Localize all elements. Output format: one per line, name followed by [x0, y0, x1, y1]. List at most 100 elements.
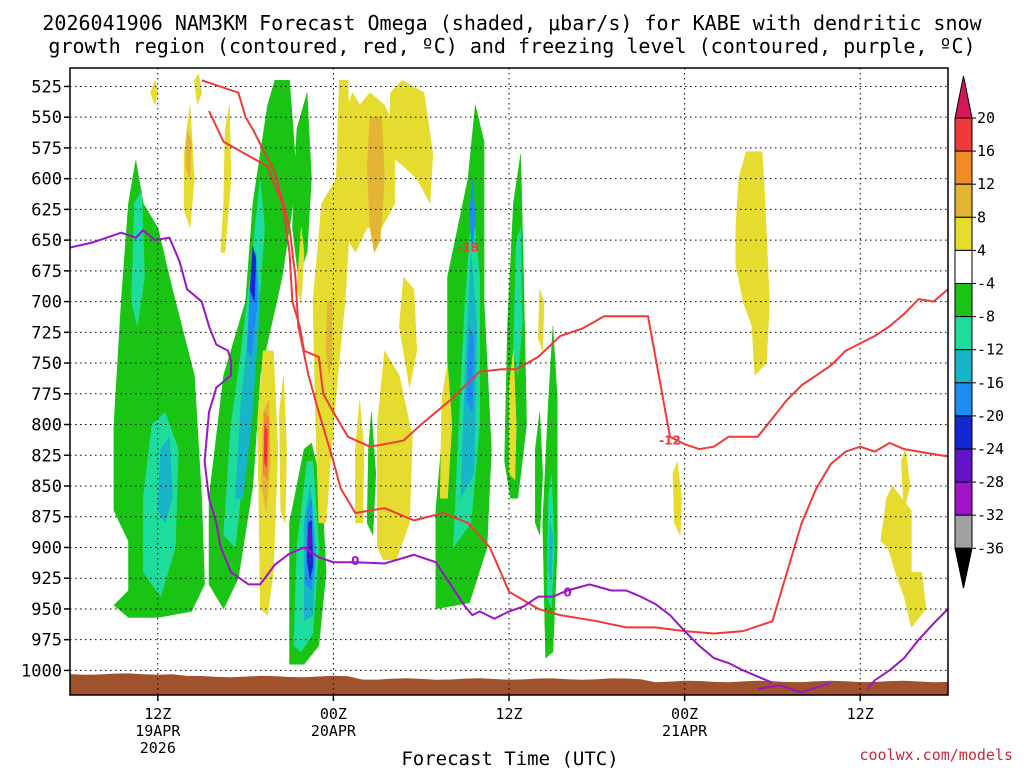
freezing-contour-label-0: 0	[351, 554, 359, 568]
colorbar-segment-2	[954, 183, 973, 218]
y-tick-label-775: 775	[31, 385, 62, 405]
omega-region-6-13	[439, 363, 453, 499]
omega-region-2-0	[157, 436, 173, 524]
colorbar-segment-6	[954, 316, 973, 351]
x-tick-label-18-2: 20APR	[311, 722, 357, 740]
freezing-contour-line-0	[70, 228, 773, 684]
colorbar-bottom-arrow	[954, 547, 973, 589]
x-tick-label-30-1: 12Z	[495, 705, 522, 723]
x-tick-label-6-2: 19APR	[135, 722, 181, 740]
omega-region-0-4	[366, 412, 377, 536]
omega-region-6-16	[735, 151, 770, 376]
colorbar-label-10: -24	[977, 440, 1004, 458]
x-tick-label-42-1: 00Z	[671, 705, 698, 723]
y-tick-label-575: 575	[31, 139, 62, 159]
y-tick-label-800: 800	[31, 416, 62, 436]
omega-region-6-2	[194, 73, 202, 105]
y-tick-label-650: 650	[31, 231, 62, 251]
colorbar-segment-9	[954, 415, 973, 450]
plot-area: -18-12 00	[69, 67, 949, 696]
omega-region-6-9	[388, 79, 434, 205]
colorbar-label-3: 8	[977, 208, 986, 226]
colorbar-segment-5	[954, 283, 973, 318]
omega-region-6-15	[538, 289, 545, 351]
y-tick-label-600: 600	[31, 170, 62, 190]
dendritic-contours: -18 -12	[201, 79, 948, 635]
x-tick-label-6-3: 2026	[140, 739, 176, 757]
x-tick-label-42-2: 21APR	[662, 722, 708, 740]
dendritic-contour-label-0: -18	[457, 240, 479, 254]
colorbar-segment-0	[954, 117, 973, 152]
colorbar-label-5: -4	[977, 275, 995, 293]
y-tick-label-875: 875	[31, 508, 62, 528]
omega-region-6-10	[399, 276, 418, 388]
colorbar-label-7: -12	[977, 341, 1004, 359]
freezing-contour-line-1	[757, 681, 832, 694]
omega-region-0-7	[535, 412, 543, 536]
omega-region-1-5	[513, 227, 523, 376]
y-tick-label-900: 900	[31, 538, 62, 558]
y-tick-label-950: 950	[31, 600, 62, 620]
colorbar-segment-3	[954, 216, 973, 251]
dendritic-contour-line-0	[201, 79, 948, 635]
colorbar-segment-12	[954, 514, 973, 549]
colorbar-segment-7	[954, 349, 973, 384]
y-tick-label-700: 700	[31, 293, 62, 313]
x-tick-label-54-1: 12Z	[847, 705, 874, 723]
chart-title-line2: growth region (contoured, red, ºC) and f…	[48, 34, 975, 58]
omega-shading-layer	[113, 73, 927, 665]
omega-region-9-0	[263, 424, 268, 468]
omega-region-6-14	[508, 350, 517, 481]
colorbar-segment-10	[954, 448, 973, 483]
colorbar-label-1: 16	[977, 142, 995, 160]
colorbar-label-11: -28	[977, 473, 1004, 491]
colorbar-label-8: -16	[977, 374, 1004, 392]
colorbar-segment-1	[954, 150, 973, 185]
freezing-contour-label-1: 0	[563, 586, 571, 600]
omega-region-6-6	[296, 227, 305, 302]
omega-region-6-11	[355, 399, 365, 524]
freezing-level-contours: 00	[70, 228, 948, 694]
omega-region-7-3	[325, 301, 333, 376]
colorbar-label-0: 20	[977, 109, 995, 127]
colorbar-label-13: -36	[977, 539, 1004, 557]
x-tick-label-18-1: 00Z	[320, 705, 347, 723]
dendritic-contour-label-1: -12	[659, 433, 681, 447]
dendritic-contour-line-1	[208, 110, 948, 451]
colorbar-segment-11	[954, 481, 973, 516]
x-axis-label: Forecast Time (UTC)	[401, 748, 618, 768]
colorbar: 20 16 12 8 4 -4 -8 -12 -16 -20 -24 -28 -32 -36	[954, 75, 1004, 589]
omega-region-6-12	[377, 350, 413, 561]
colorbar-label-2: 12	[977, 175, 995, 193]
freezing-contour-line-2	[866, 608, 948, 690]
y-tick-label-525: 525	[31, 77, 62, 97]
colorbar-label-9: -20	[977, 407, 1004, 425]
colorbar-label-4: 4	[977, 241, 986, 259]
y-tick-label-850: 850	[31, 477, 62, 497]
omega-region-6-18	[880, 485, 927, 628]
colorbar-top-arrow	[954, 75, 973, 119]
y-axis: 525 550 575 600 625 650 675 700 725 750 775 800 825 8…	[21, 77, 70, 681]
x-tick-label-6-1: 12Z	[144, 705, 171, 723]
y-tick-label-750: 750	[31, 354, 62, 374]
colorbar-segment-8	[954, 382, 973, 417]
omega-region-7-1	[366, 116, 385, 254]
y-tick-label-1000: 1000	[21, 661, 62, 681]
omega-region-1-1	[131, 190, 145, 327]
colorbar-label-6: -8	[977, 308, 995, 326]
omega-region-4-0	[249, 246, 257, 302]
y-tick-label-825: 825	[31, 446, 62, 466]
omega-region-3-2	[466, 326, 475, 413]
chart-title-line1: 2026041906 NAM3KM Forecast Omega (shaded…	[42, 11, 982, 35]
y-tick-label-925: 925	[31, 569, 62, 589]
y-tick-label-675: 675	[31, 262, 62, 282]
y-tick-label-975: 975	[31, 631, 62, 651]
omega-region-2-4	[548, 522, 554, 579]
colorbar-label-12: -32	[977, 506, 1004, 524]
y-tick-label-625: 625	[31, 200, 62, 220]
credit-text[interactable]: coolwx.com/models	[859, 746, 1013, 764]
grid-layer	[70, 68, 948, 695]
colorbar-segment-4	[954, 249, 973, 284]
